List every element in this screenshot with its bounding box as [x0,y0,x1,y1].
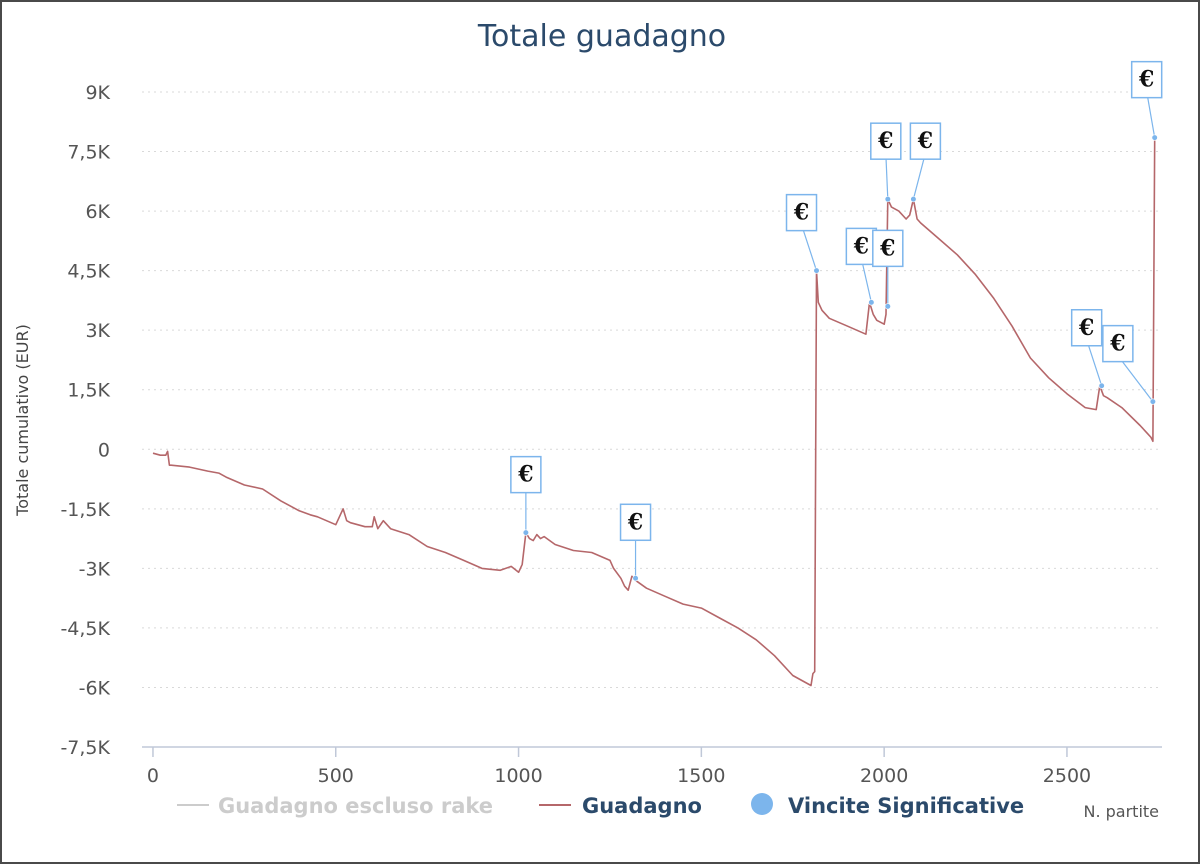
legend-dot-swatch [751,793,773,815]
significant-win-marker[interactable]: € [1070,309,1105,389]
flag-box [1070,309,1103,347]
legend-label: Guadagno [582,794,702,818]
significant-win-marker[interactable]: € [870,122,902,203]
grid-lines [142,91,1162,688]
marker-point [884,303,891,310]
legend-item-guadagno[interactable]: Guadagno [539,794,702,818]
marker-point [910,196,917,203]
flag-box [870,122,902,160]
significant-win-marker[interactable]: € [619,503,652,582]
euro-flag-symbol: € [517,462,533,488]
flag-box [909,122,942,160]
y-tick-label: 6K [85,201,110,223]
legend: Guadagno escluso rake Guadagno Vincite S… [177,793,1024,818]
chart-title: Totale guadagno [477,19,726,54]
y-tick-label: 3K [85,320,110,342]
flag-connector [885,153,889,200]
marker-point [1098,382,1105,389]
marker-point [522,529,529,536]
flag-connector [1117,355,1154,402]
y-tick-label: 7,5K [67,142,110,164]
flag-box [619,503,652,542]
significant-win-marker[interactable]: € [785,193,820,274]
euro-flag-symbol: € [877,128,893,154]
legend-item-vincite-significative[interactable]: Vincite Significative [751,793,1024,818]
y-tick-label: 0 [98,439,110,461]
y-tick-label: -1,5K [60,499,110,521]
x-tick-label: 1000 [494,765,542,787]
marker-point [868,299,875,306]
euro-flag-symbol: € [793,200,809,226]
euro-flag-symbol: € [879,235,895,261]
marker-point [632,575,639,582]
legend-label: Guadagno escluso rake [218,794,493,818]
significant-win-marker[interactable]: € [845,227,878,306]
significant-win-marker[interactable]: € [872,229,904,310]
euro-flag-symbol: € [917,128,933,154]
flag-connector [800,224,818,271]
y-tick-label: -4,5K [60,618,110,640]
marker-point [884,196,891,203]
flag-connector [1086,339,1103,386]
x-tick-label: 0 [147,765,159,787]
flag-box [1102,324,1134,363]
y-tick-label: -7,5K [60,737,110,759]
y-tick-label: 1,5K [67,380,110,402]
marker-layer: € € € € € € € € € € [510,60,1163,582]
significant-win-marker[interactable]: € [909,122,942,203]
series-layer [152,137,1156,687]
significant-win-marker[interactable]: € [1130,60,1163,141]
y-tick-label: 9K [85,82,110,104]
flag-box [510,455,542,494]
y-axis-label: Totale cumulativo (EUR) [13,324,32,517]
significant-win-marker[interactable]: € [1102,324,1156,405]
euro-flag-symbol: € [853,233,869,259]
x-axis: 0 500 1000 1500 2000 2500 [142,746,1162,787]
legend-item-guadagno-escluso-rake[interactable]: Guadagno escluso rake [177,794,493,818]
euro-flag-symbol: € [1109,331,1125,357]
marker-point [1149,398,1156,405]
flag-box [872,229,904,268]
series-line-guadagno[interactable] [152,137,1156,687]
y-axis-ticks: 9K 7,5K 6K 4,5K 3K 1,5K 0 -1,5K -3K -4,5K -6K -7,5K [60,82,110,759]
euro-flag-symbol: € [1138,67,1154,93]
y-tick-label: -6K [79,677,111,699]
significant-win-marker[interactable]: € [510,455,542,536]
flag-box [785,193,818,232]
euro-flag-symbol: € [1078,315,1094,341]
flag-box [845,227,878,266]
y-tick-label: 4,5K [67,261,110,283]
x-tick-label: 500 [318,765,354,787]
x-tick-label: 2500 [1043,765,1091,787]
y-tick-label: -3K [79,558,111,580]
euro-flag-symbol: € [627,509,643,535]
marker-point [1151,134,1158,141]
x-tick-label: 1500 [677,765,725,787]
flag-connector [860,258,872,303]
flag-box [1130,60,1163,99]
marker-point [813,267,820,274]
legend-label: Vincite Significative [788,794,1024,818]
x-axis-label: N. partite [1083,802,1159,821]
flag-connector [1146,91,1156,138]
flag-connector [912,153,926,200]
x-tick-label: 2000 [860,765,908,787]
